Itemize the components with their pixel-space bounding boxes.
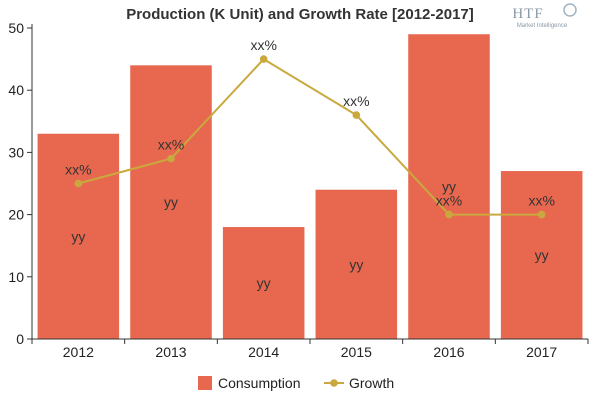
y-tick-label: 0 xyxy=(16,331,24,347)
x-tick-label: 2017 xyxy=(526,344,557,360)
bar-data-label: yy xyxy=(535,247,549,263)
x-tick-label: 2013 xyxy=(155,344,186,360)
bar-2013 xyxy=(130,65,212,339)
legend-growth-marker xyxy=(330,379,338,387)
bar-data-label: yy xyxy=(71,228,85,244)
y-tick-label: 50 xyxy=(8,20,24,36)
y-tick-label: 40 xyxy=(8,82,24,98)
growth-data-label: xx% xyxy=(65,162,91,178)
x-tick-label: 2016 xyxy=(433,344,464,360)
growth-point-2012 xyxy=(74,179,83,188)
bar-data-label: yy xyxy=(442,179,456,195)
plot-area: 0 10 20 30 40 50 2012 2013 2014 2015 2016 2017 yy yy y… xyxy=(8,20,589,360)
bar-2014 xyxy=(222,227,305,339)
logo-brand: HTF xyxy=(512,6,543,22)
growth-point-2016 xyxy=(445,210,453,219)
growth-point-2015 xyxy=(352,111,361,119)
legend: Consumption Growth xyxy=(198,375,394,391)
legend-consumption-label: Consumption xyxy=(218,375,301,391)
y-tick-label: 10 xyxy=(8,269,24,285)
y-tick-label: 20 xyxy=(8,207,24,223)
globe-icon xyxy=(563,3,577,17)
growth-data-label: xx% xyxy=(250,37,276,53)
y-tick-label: 30 xyxy=(8,144,24,160)
growth-data-label: xx% xyxy=(436,193,462,209)
logo-tagline: Market Intelligence xyxy=(517,23,568,29)
x-tick-label: 2015 xyxy=(341,344,372,360)
growth-data-label: xx% xyxy=(343,93,369,109)
x-tick-label: 2014 xyxy=(248,344,279,360)
growth-line xyxy=(78,57,542,216)
growth-point-2013 xyxy=(167,154,175,163)
growth-data-label: xx% xyxy=(528,193,554,209)
growth-data-label: xx% xyxy=(158,137,184,153)
bar-2017 xyxy=(500,171,583,339)
bar-data-label: yy xyxy=(349,256,363,272)
htf-logo: HTF Market Intelligence xyxy=(512,3,577,29)
legend-consumption-swatch xyxy=(198,376,212,390)
growth-point-2014 xyxy=(259,55,268,63)
bar-data-label: yy xyxy=(164,194,178,210)
growth-point-2017 xyxy=(537,210,546,219)
x-tick-label: 2012 xyxy=(63,344,94,360)
chart-title: Production (K Unit) and Growth Rate [201… xyxy=(126,6,474,23)
bar-2012 xyxy=(37,133,120,339)
bar-2015 xyxy=(315,189,398,339)
bar-data-label: yy xyxy=(257,275,271,291)
legend-growth-label: Growth xyxy=(349,375,394,391)
